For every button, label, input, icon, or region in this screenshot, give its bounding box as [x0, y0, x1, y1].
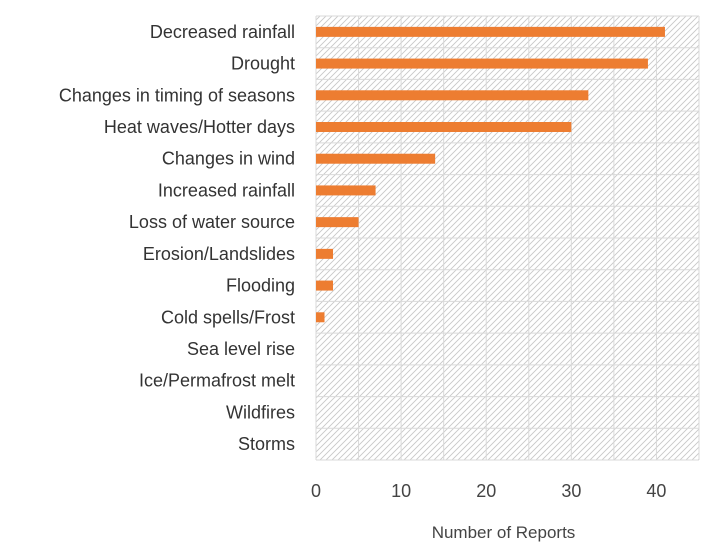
bar	[316, 122, 572, 132]
category-label: Changes in timing of seasons	[59, 85, 295, 105]
x-tick-labels: 0 10 20 30 40	[311, 481, 666, 501]
x-tick-label: 40	[646, 481, 666, 501]
bar	[316, 280, 334, 291]
category-labels: Decreased rainfall Drought Changes in timi…	[59, 22, 295, 454]
category-label: Increased rainfall	[158, 180, 295, 200]
bars	[316, 26, 665, 323]
category-label: Drought	[231, 54, 295, 74]
bar	[316, 90, 589, 101]
category-label: Loss of water source	[129, 212, 295, 232]
category-label: Heat waves/Hotter days	[104, 117, 295, 137]
category-label: Wildfires	[226, 402, 295, 422]
category-label: Storms	[238, 434, 295, 454]
x-tick-label: 10	[391, 481, 411, 501]
bar	[316, 185, 376, 196]
bar	[316, 26, 665, 37]
bar	[316, 153, 436, 164]
x-tick-label: 0	[311, 481, 321, 501]
category-label: Changes in wind	[162, 149, 295, 169]
bar	[316, 58, 648, 69]
x-tick-label: 30	[561, 481, 581, 501]
category-label: Decreased rainfall	[150, 22, 295, 42]
category-label: Erosion/Landslides	[143, 244, 295, 264]
bar	[316, 217, 359, 228]
x-tick-label: 20	[476, 481, 496, 501]
bar	[316, 248, 334, 259]
x-axis-title: Number of Reports	[432, 523, 576, 542]
category-label: Sea level rise	[187, 339, 295, 359]
category-label: Ice/Permafrost melt	[139, 371, 295, 391]
bar	[316, 312, 325, 323]
gridlines	[315, 15, 700, 461]
category-label: Flooding	[226, 276, 295, 296]
category-label: Cold spells/Frost	[161, 307, 295, 327]
